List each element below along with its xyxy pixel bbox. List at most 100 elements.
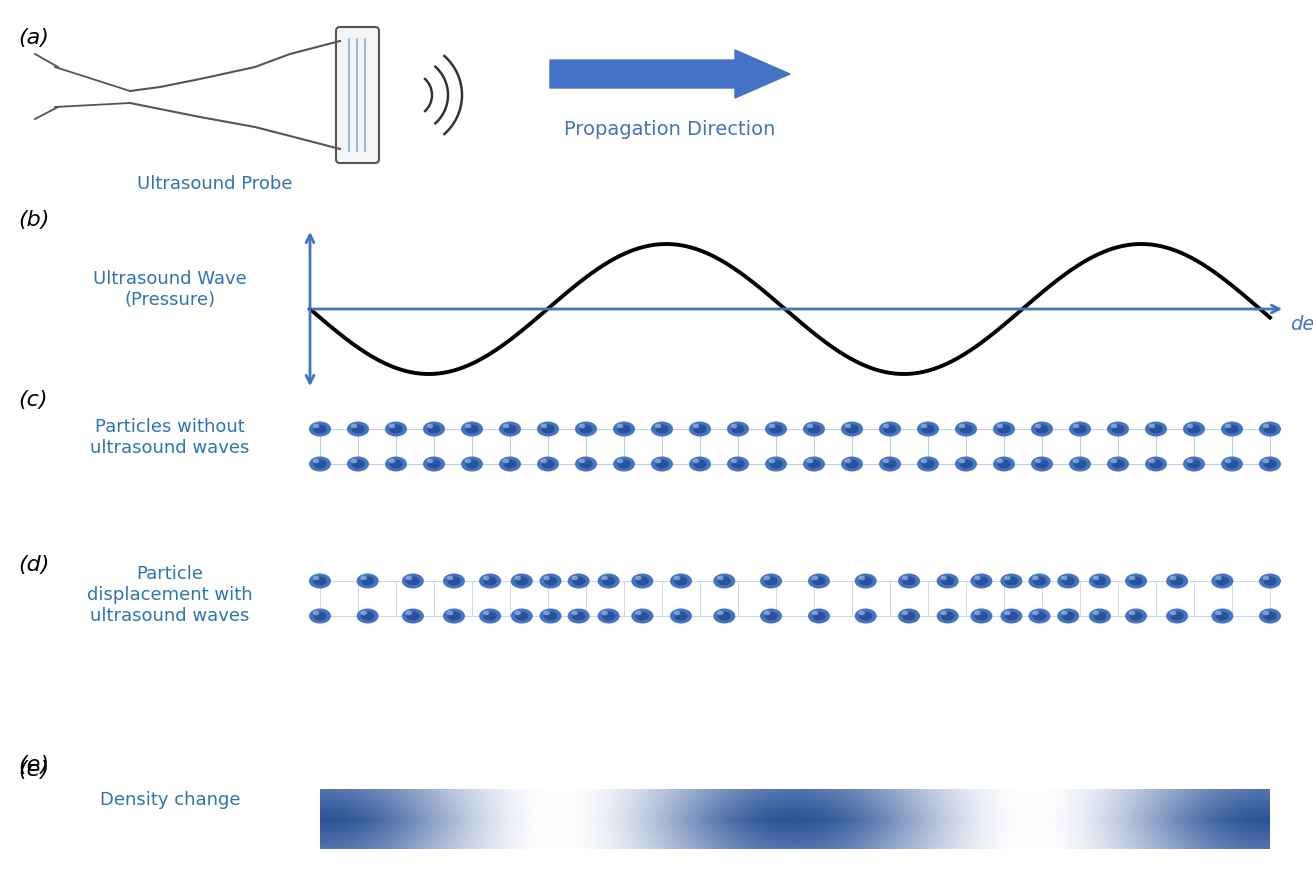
Ellipse shape (974, 577, 987, 586)
Ellipse shape (541, 424, 548, 428)
Ellipse shape (940, 611, 947, 615)
Text: (e): (e) (18, 759, 49, 779)
Text: Ultrasound Wave
(Pressure): Ultrasound Wave (Pressure) (93, 270, 247, 308)
Ellipse shape (479, 608, 502, 623)
Ellipse shape (955, 422, 977, 437)
Ellipse shape (572, 577, 586, 586)
Ellipse shape (579, 459, 586, 464)
Ellipse shape (769, 460, 783, 469)
Ellipse shape (670, 608, 692, 623)
Ellipse shape (1187, 425, 1200, 434)
Ellipse shape (804, 422, 825, 437)
Ellipse shape (503, 424, 509, 428)
Ellipse shape (1004, 576, 1011, 580)
Ellipse shape (461, 422, 483, 437)
Ellipse shape (1004, 611, 1011, 615)
Ellipse shape (1145, 457, 1167, 472)
Ellipse shape (1145, 422, 1167, 437)
Ellipse shape (806, 424, 813, 428)
Ellipse shape (846, 460, 859, 469)
Ellipse shape (511, 608, 533, 623)
Ellipse shape (312, 459, 319, 464)
Ellipse shape (352, 460, 365, 469)
Ellipse shape (515, 577, 528, 586)
Ellipse shape (675, 612, 688, 621)
Ellipse shape (1062, 612, 1075, 621)
Ellipse shape (958, 459, 965, 464)
Ellipse shape (1004, 577, 1018, 586)
Ellipse shape (635, 612, 649, 621)
Ellipse shape (765, 457, 786, 472)
Ellipse shape (428, 460, 441, 469)
Ellipse shape (675, 577, 688, 586)
Ellipse shape (1263, 459, 1270, 464)
Ellipse shape (1263, 577, 1276, 586)
Ellipse shape (693, 424, 700, 428)
Ellipse shape (635, 576, 642, 580)
Ellipse shape (1215, 611, 1221, 615)
Ellipse shape (1170, 577, 1184, 586)
Ellipse shape (936, 608, 958, 623)
Ellipse shape (1187, 424, 1194, 428)
Ellipse shape (540, 608, 562, 623)
Ellipse shape (764, 577, 777, 586)
Ellipse shape (718, 577, 731, 586)
Ellipse shape (902, 612, 915, 621)
Ellipse shape (674, 611, 680, 615)
Ellipse shape (1111, 460, 1125, 469)
Ellipse shape (544, 612, 557, 621)
Ellipse shape (1170, 612, 1184, 621)
Ellipse shape (613, 422, 635, 437)
Ellipse shape (1032, 576, 1039, 580)
Ellipse shape (842, 457, 863, 472)
Ellipse shape (314, 577, 327, 586)
Ellipse shape (768, 459, 776, 464)
Ellipse shape (635, 611, 642, 615)
Text: depth: depth (1289, 314, 1313, 334)
Ellipse shape (974, 611, 981, 615)
Ellipse shape (855, 608, 877, 623)
Ellipse shape (651, 422, 674, 437)
Ellipse shape (1033, 612, 1046, 621)
Text: (e): (e) (18, 754, 49, 774)
Ellipse shape (1035, 459, 1041, 464)
Ellipse shape (727, 422, 748, 437)
Ellipse shape (1057, 608, 1079, 623)
Ellipse shape (811, 576, 818, 580)
Ellipse shape (541, 459, 548, 464)
Ellipse shape (1092, 611, 1099, 615)
Ellipse shape (1225, 460, 1238, 469)
Ellipse shape (768, 424, 776, 428)
Ellipse shape (970, 574, 993, 589)
Ellipse shape (1259, 574, 1281, 589)
Ellipse shape (1259, 608, 1281, 623)
Ellipse shape (717, 576, 723, 580)
Ellipse shape (1263, 576, 1270, 580)
Ellipse shape (674, 576, 680, 580)
Ellipse shape (941, 577, 955, 586)
Ellipse shape (601, 577, 616, 586)
Ellipse shape (632, 574, 654, 589)
Ellipse shape (503, 425, 516, 434)
Ellipse shape (465, 424, 471, 428)
Ellipse shape (898, 608, 920, 623)
Ellipse shape (960, 425, 973, 434)
Ellipse shape (465, 460, 479, 469)
Ellipse shape (974, 612, 987, 621)
Ellipse shape (1031, 457, 1053, 472)
Ellipse shape (713, 574, 735, 589)
Text: (c): (c) (18, 390, 47, 409)
Ellipse shape (1073, 424, 1079, 428)
Ellipse shape (727, 457, 748, 472)
Ellipse shape (347, 422, 369, 437)
Ellipse shape (1149, 460, 1162, 469)
Ellipse shape (579, 424, 586, 428)
Ellipse shape (1263, 424, 1270, 428)
FancyArrow shape (550, 51, 790, 99)
Ellipse shape (515, 612, 528, 621)
Ellipse shape (1092, 576, 1099, 580)
Ellipse shape (806, 459, 813, 464)
Ellipse shape (309, 457, 331, 472)
Ellipse shape (571, 611, 578, 615)
Ellipse shape (1215, 576, 1221, 580)
